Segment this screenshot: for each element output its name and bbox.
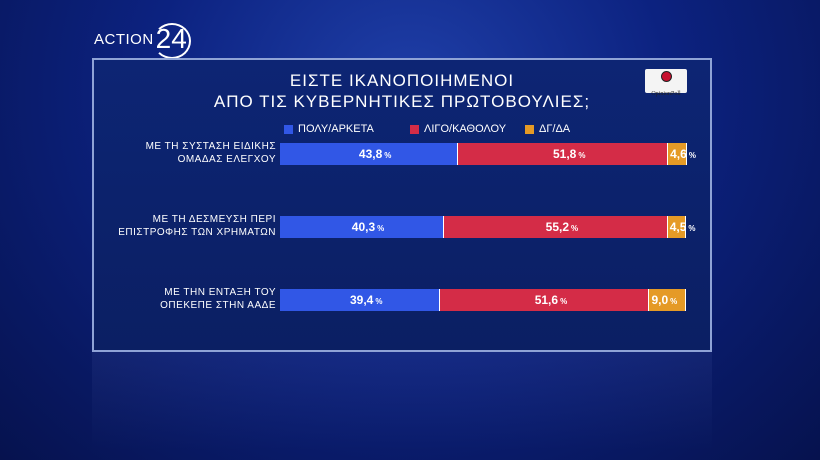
opinionpoll-dot-icon bbox=[660, 71, 672, 82]
bar-segment-row1-series3 bbox=[668, 143, 687, 165]
bar-segment-row1-series2 bbox=[457, 143, 669, 165]
logo-ring-icon bbox=[152, 23, 191, 59]
legend-item-3: ΔΓ/ΔΑ bbox=[525, 123, 570, 135]
bar-segment-row2-series2 bbox=[443, 216, 668, 238]
legend-item-2: ΛΙΓΟ/ΚΑΘΟΛΟΥ bbox=[410, 123, 506, 135]
bar-segment-row3-series2 bbox=[439, 289, 650, 311]
row-label-1-line-1: ΜΕ ΤΗ ΣΥΣΤΑΣΗ ΕΙΔΙΚΗΣ bbox=[145, 141, 276, 152]
bar-segment-row3-series1 bbox=[280, 289, 440, 311]
legend-label-3: ΔΓ/ΔΑ bbox=[539, 123, 571, 135]
bar-segment-row3-series3 bbox=[649, 289, 686, 311]
bar-row-1: 43,8% 51,8% 4,6% bbox=[280, 143, 696, 165]
logo-number: 24 bbox=[152, 23, 191, 59]
data-label-row2-series2: 55,2% bbox=[545, 220, 579, 234]
row-label-1-line-2: ΟΜΑΔΑΣ ΕΛΕΓΧΟΥ bbox=[177, 154, 276, 165]
bar-segment-row1-series1 bbox=[280, 143, 458, 165]
data-label-row2-series1: 40,3% bbox=[351, 220, 385, 234]
legend-swatch-1 bbox=[284, 124, 293, 134]
chart-title-line-2: ΑΠΟ ΤΙΣ ΚΥΒΕΡΝΗΤΙΚΕΣ ΠΡΩΤΟΒΟΥΛΙΕΣ; bbox=[213, 92, 591, 111]
data-label-row2-series3: 4,5% bbox=[669, 220, 696, 234]
chart-title-line-1: ΕΙΣΤΕ ΙΚΑΝΟΠΟΙΗΜΕΝΟΙ bbox=[289, 71, 515, 90]
floor-reflection bbox=[92, 352, 712, 452]
legend-label-2: ΛΙΓΟ/ΚΑΘΟΛΟΥ bbox=[424, 123, 507, 135]
row-label-2-line-2: ΕΠΙΣΤΡΟΦΗΣ ΤΩΝ ΧΡΗΜΑΤΩΝ bbox=[118, 227, 276, 238]
legend-swatch-2 bbox=[410, 124, 419, 134]
logo-text: ACTION bbox=[94, 30, 154, 48]
bar-segment-row2-series1 bbox=[280, 216, 444, 238]
opinionpoll-logo: OpinionPoll bbox=[645, 69, 687, 97]
legend-swatch-3 bbox=[525, 124, 534, 134]
action24-logo: ACTION 24 bbox=[94, 23, 191, 59]
source-name: OpinionPoll bbox=[651, 91, 681, 97]
data-label-row3-series1: 39,4% bbox=[349, 293, 383, 307]
data-label-row1-series2: 51,8% bbox=[552, 147, 586, 161]
legend-label-1: ΠΟΛΥ/ΑΡΚΕΤΑ bbox=[298, 123, 374, 135]
row-label-3-line-2: ΟΠΕΚΕΠΕ ΣΤΗΝ ΑΑΔΕ bbox=[160, 300, 276, 311]
row-label-2: ΜΕ ΤΗ ΔΕΣΜΕΥΣΗ ΠΕΡΙ ΕΠΙΣΤΡΟΦΗΣ ΤΩΝ ΧΡΗΜΑ… bbox=[94, 213, 276, 239]
data-label-row1-series3: 4,6% bbox=[670, 147, 696, 161]
row-label-3-line-1: ΜΕ ΤΗΝ ΕΝΤΑΞΗ ΤΟΥ bbox=[164, 287, 276, 298]
row-label-3: ΜΕ ΤΗΝ ΕΝΤΑΞΗ ΤΟΥ ΟΠΕΚΕΠΕ ΣΤΗΝ ΑΑΔΕ bbox=[94, 286, 276, 312]
legend-item-1: ΠΟΛΥ/ΑΡΚΕΤΑ bbox=[284, 123, 374, 135]
row-label-1: ΜΕ ΤΗ ΣΥΣΤΑΣΗ ΕΙΔΙΚΗΣ ΟΜΑΔΑΣ ΕΛΕΓΧΟΥ bbox=[94, 140, 276, 166]
bar-segment-row2-series3 bbox=[667, 216, 686, 238]
bar-row-2: 40,3% 55,2% 4,5% bbox=[280, 216, 696, 238]
data-label-row1-series1: 43,8% bbox=[358, 147, 392, 161]
data-label-row3-series3: 9,0% bbox=[651, 293, 678, 307]
bar-row-3: 39,4% 51,6% 9,0% bbox=[280, 289, 686, 311]
data-label-row3-series2: 51,6% bbox=[534, 293, 568, 307]
chart-panel: ΕΙΣΤΕ ΙΚΑΝΟΠΟΙΗΜΕΝΟΙ ΑΠΟ ΤΙΣ ΚΥΒΕΡΝΗΤΙΚΕ… bbox=[92, 58, 712, 352]
chart-title: ΕΙΣΤΕ ΙΚΑΝΟΠΟΙΗΜΕΝΟΙ ΑΠΟ ΤΙΣ ΚΥΒΕΡΝΗΤΙΚΕ… bbox=[94, 70, 710, 112]
row-label-2-line-1: ΜΕ ΤΗ ΔΕΣΜΕΥΣΗ ΠΕΡΙ bbox=[152, 214, 276, 225]
